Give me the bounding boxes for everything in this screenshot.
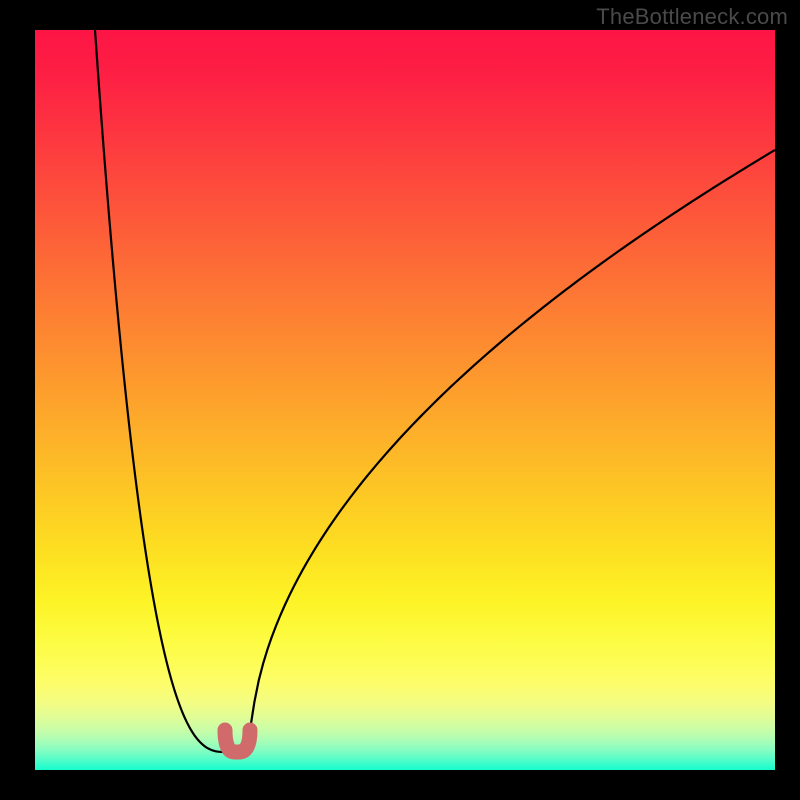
chart-background xyxy=(35,30,775,770)
chart-svg xyxy=(35,30,775,770)
chart-container: TheBottleneck.com xyxy=(0,0,800,800)
plot-area xyxy=(35,30,775,770)
watermark-text: TheBottleneck.com xyxy=(596,4,788,30)
